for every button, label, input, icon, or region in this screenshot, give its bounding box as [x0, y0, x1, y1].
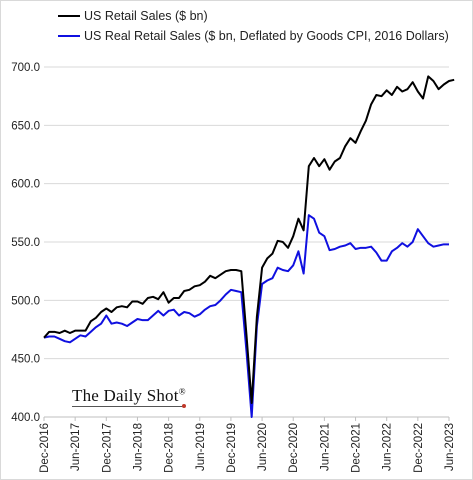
x-tick-label: Dec-2022 [413, 423, 425, 473]
series-line-real [43, 214, 449, 418]
brand-mark: ® [178, 386, 186, 397]
brand-logo: The Daily Shot® [72, 386, 186, 406]
brand-underline [72, 406, 184, 407]
x-tick-label: Jun-2021 [319, 423, 331, 471]
x-tick-label: Jun-2023 [444, 423, 456, 471]
x-tick-label: Jun-2019 [195, 423, 207, 471]
x-tick-label: Dec-2019 [226, 423, 238, 473]
y-tick-label: 700.0 [11, 62, 40, 74]
brand-name: The Daily Shot [72, 386, 179, 405]
x-tick-label: Dec-2021 [351, 423, 363, 473]
x-tick-label: Jun-2018 [132, 423, 144, 471]
legend-label-nominal: US Retail Sales ($ bn) [84, 9, 208, 23]
legend-swatch-real [58, 35, 80, 37]
y-tick-label: 600.0 [11, 179, 40, 191]
x-tick-label: Dec-2020 [288, 423, 300, 473]
y-tick-label: 450.0 [11, 354, 40, 366]
x-tick-label: Jun-2017 [70, 423, 82, 471]
y-tick-label: 500.0 [11, 295, 40, 307]
x-tick-label: Jun-2020 [257, 423, 269, 471]
x-tick-label: Dec-2018 [164, 423, 176, 473]
legend-item-real: US Real Retail Sales ($ bn, Deflated by … [58, 26, 449, 46]
legend-swatch-nominal [58, 15, 80, 17]
y-tick-label: 400.0 [11, 412, 40, 424]
legend-item-nominal: US Retail Sales ($ bn) [58, 6, 449, 26]
brand-dot [182, 404, 186, 408]
y-tick-label: 650.0 [11, 120, 40, 132]
x-tick-label: Jun-2022 [382, 423, 394, 471]
x-tick-label: Dec-2016 [39, 423, 51, 473]
legend-label-real: US Real Retail Sales ($ bn, Deflated by … [84, 29, 449, 43]
x-tick-label: Dec-2017 [101, 423, 113, 473]
y-tick-label: 550.0 [11, 237, 40, 249]
series-line-nominal [43, 75, 455, 404]
chart-legend: US Retail Sales ($ bn) US Real Retail Sa… [58, 6, 449, 46]
